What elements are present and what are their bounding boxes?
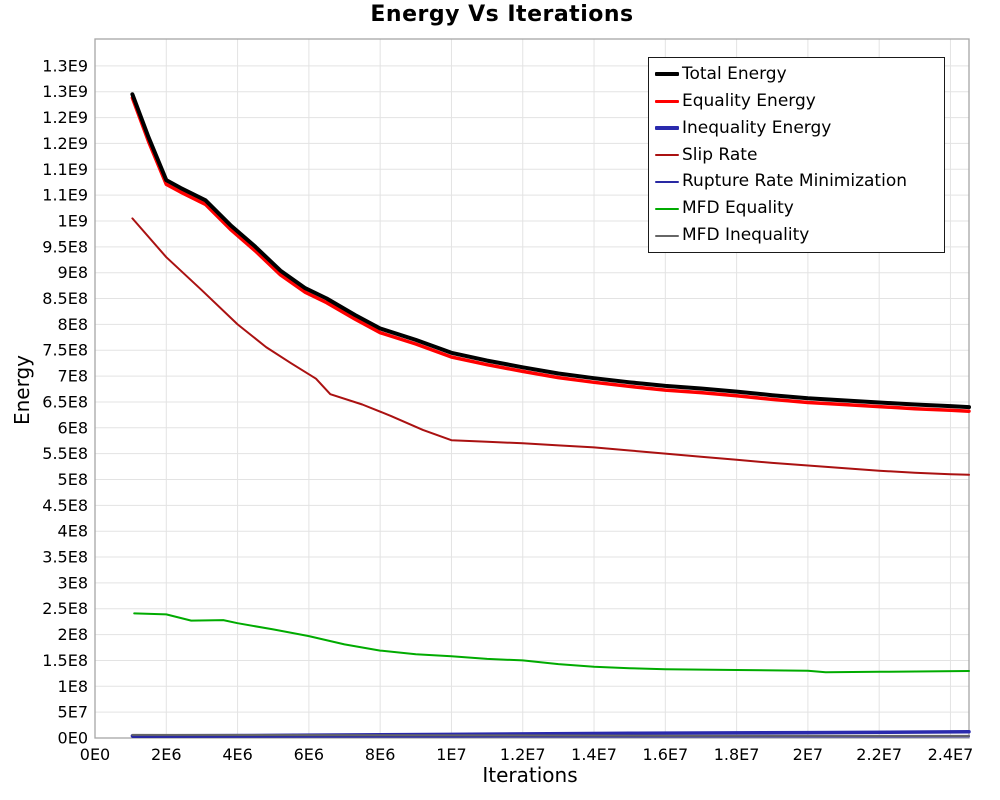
y-tick-label: 4E8	[58, 522, 88, 541]
legend-item-mfd-inequality: MFD Inequality	[655, 222, 938, 249]
legend-item-mfd-equality: MFD Equality	[655, 195, 938, 222]
y-tick-label: 2E8	[58, 625, 88, 644]
y-tick-label: 6.5E8	[42, 392, 88, 411]
y-tick-label: 1.1E9	[42, 186, 88, 205]
series-line-slip-rate	[131, 217, 970, 476]
y-tick-label: 1.1E9	[42, 160, 88, 179]
y-tick-label: 7.5E8	[42, 341, 88, 360]
y-tick-label: 1.3E9	[42, 82, 88, 101]
y-tick-label: 1E9	[58, 211, 88, 230]
x-tick-label: 2.4E7	[928, 745, 974, 764]
legend-label: Equality Energy	[682, 90, 816, 111]
y-tick-label: 1.2E9	[42, 108, 88, 127]
legend-swatch-mfd-equality	[655, 207, 679, 210]
legend-item-equality-energy: Equality Energy	[655, 88, 938, 115]
y-tick-label: 1E8	[58, 677, 88, 696]
x-tick-label: 1.8E7	[714, 745, 760, 764]
legend-swatch-rupture-rate-minimization	[655, 180, 679, 183]
x-tick-label: 2E6	[151, 745, 181, 764]
legend-item-inequality-energy: Inequality Energy	[655, 115, 938, 142]
x-tick-label: 1.4E7	[571, 745, 617, 764]
legend: Total Energy Equality Energy Inequality En…	[648, 57, 945, 253]
y-tick-label: 7E8	[58, 367, 88, 386]
series-line-mfd-equality	[133, 612, 970, 674]
y-tick-label: 5E7	[58, 703, 88, 722]
chart-title: Energy Vs Iterations	[370, 2, 634, 27]
legend-swatch-equality-energy	[655, 99, 679, 104]
x-tick-label: 1.6E7	[642, 745, 688, 764]
plot-frame	[94, 38, 970, 739]
y-tick-label: 0E0	[58, 729, 88, 748]
legend-item-rupture-rate-minimization: Rupture Rate Minimization	[655, 168, 938, 195]
legend-label: MFD Equality	[682, 198, 794, 219]
y-tick-label: 6E8	[58, 418, 88, 437]
y-axis-label: Energy	[10, 354, 34, 426]
legend-label: Rupture Rate Minimization	[682, 171, 907, 192]
legend-item-total-energy: Total Energy	[655, 61, 938, 88]
legend-item-slip-rate: Slip Rate	[655, 142, 938, 169]
x-tick-label: 0E0	[80, 745, 110, 764]
x-tick-label: 1.2E7	[500, 745, 546, 764]
y-tick-label: 9.5E8	[42, 237, 88, 256]
series-line-mfd-inequality	[131, 733, 970, 737]
x-tick-label: 4E6	[222, 745, 252, 764]
y-tick-label: 1.2E9	[42, 134, 88, 153]
y-tick-label: 1.5E8	[42, 651, 88, 670]
y-tick-label: 3E8	[58, 573, 88, 592]
y-tick-label: 8E8	[58, 315, 88, 334]
x-tick-label: 2E7	[793, 745, 823, 764]
legend-swatch-mfd-inequality	[655, 234, 679, 237]
y-tick-label: 1.3E9	[42, 56, 88, 75]
legend-label: Total Energy	[682, 63, 787, 84]
y-tick-label: 5E8	[58, 470, 88, 489]
legend-swatch-total-energy	[655, 72, 679, 77]
x-tick-label: 8E6	[365, 745, 395, 764]
y-tick-label: 2.5E8	[42, 599, 88, 618]
x-axis-label: Iterations	[482, 763, 578, 787]
series-line-total-energy	[130, 92, 971, 410]
legend-swatch-inequality-energy	[655, 126, 679, 130]
y-tick-label: 9E8	[58, 263, 88, 282]
x-tick-label: 2.2E7	[856, 745, 902, 764]
y-tick-label: 8.5E8	[42, 289, 88, 308]
legend-label: Slip Rate	[682, 144, 758, 165]
y-tick-label: 3.5E8	[42, 548, 88, 567]
x-tick-label: 1E7	[436, 745, 466, 764]
legend-swatch-slip-rate	[655, 154, 679, 156]
x-tick-label: 6E6	[294, 745, 324, 764]
y-tick-label: 5.5E8	[42, 444, 88, 463]
legend-label: Inequality Energy	[682, 117, 832, 138]
series-line-equality-energy	[130, 96, 971, 413]
legend-label: MFD Inequality	[682, 225, 810, 246]
y-tick-label: 4.5E8	[42, 496, 88, 515]
